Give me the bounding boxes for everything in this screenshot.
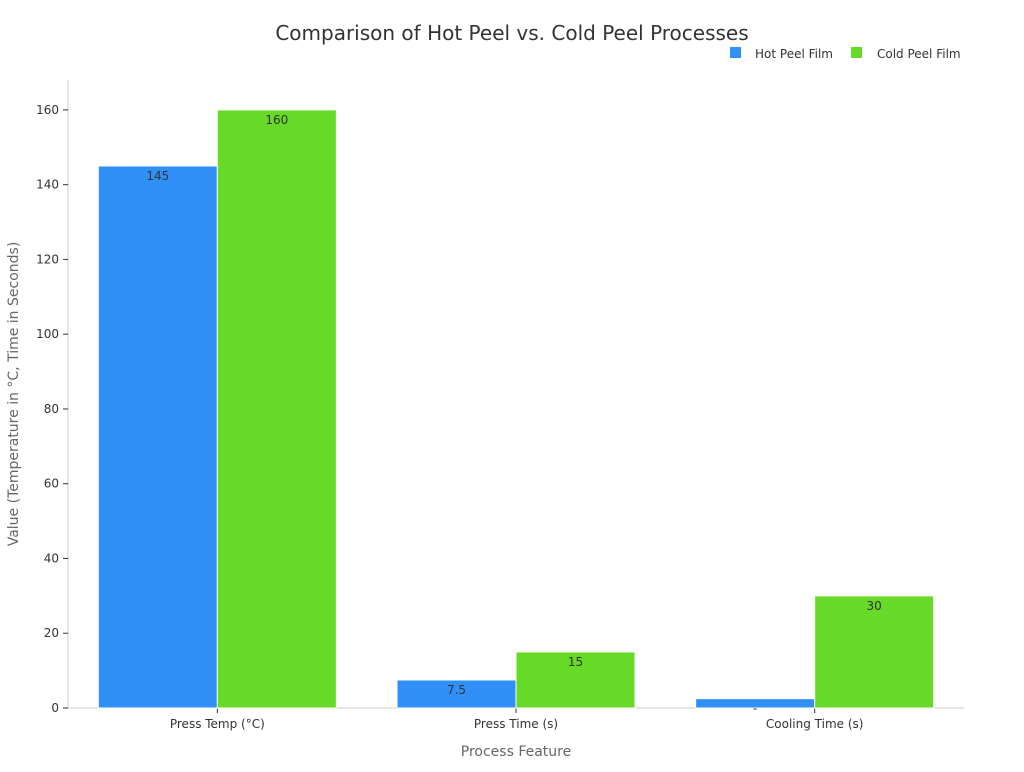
x-tick-label: Press Temp (°C) [170,717,265,731]
bar-cold-peel-film [515,651,636,709]
y-tick-label: 40 [44,551,59,565]
legend-label-hot-peel: Hot Peel Film [755,47,833,61]
y-tick-label: 160 [36,103,59,117]
plot-area: 0 20 40 60 80 100 120 140 160 Press Temp (°C) 145 1… [36,80,964,731]
y-tick-label: 60 [44,477,59,491]
data-label: 30 [867,599,882,613]
legend: Hot Peel Film Cold Peel Film [730,47,961,61]
data-label: - [753,702,757,716]
legend-swatch-hot-peel [730,47,741,58]
data-label: 160 [265,113,288,127]
data-label: 145 [146,169,169,183]
y-tick-label: 100 [36,327,59,341]
x-axis-title: Process Feature [461,744,571,760]
chart-title: Comparison of Hot Peel vs. Cold Peel Pro… [275,21,748,45]
y-axis-title: Value (Temperature in °C, Time in Second… [6,242,22,547]
y-tick-label: 120 [36,252,59,266]
data-label: 15 [568,655,583,669]
legend-label-cold-peel: Cold Peel Film [877,47,961,61]
bar-hot-peel-film [97,165,218,709]
y-tick-label: 0 [51,701,59,715]
data-label: 7.5 [447,683,466,697]
bar-cold-peel-film [216,109,337,709]
x-tick-label: Press Time (s) [474,717,558,731]
x-tick-label: Cooling Time (s) [766,717,864,731]
y-tick-label: 80 [44,402,59,416]
bar-cold-peel-film [814,595,935,709]
y-tick-label: 140 [36,178,59,192]
legend-swatch-cold-peel [851,47,862,58]
y-tick-label: 20 [44,626,59,640]
